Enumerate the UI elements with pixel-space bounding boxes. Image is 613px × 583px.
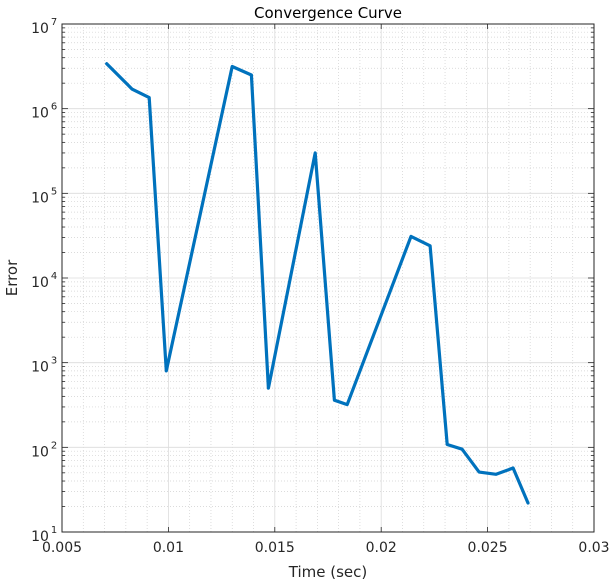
y-tick-label-exponent: 6 (51, 102, 57, 113)
y-tick-label-exponent: 3 (51, 356, 57, 367)
x-tick-label: 0.01 (153, 540, 184, 556)
series-line (105, 62, 530, 505)
y-tick-label-base: 10 (31, 21, 49, 37)
y-tick-label-base: 10 (31, 360, 49, 376)
y-tick-label-base: 10 (31, 275, 49, 291)
y-axis-label: Error (3, 259, 21, 296)
y-tick-label-exponent: 5 (51, 186, 57, 197)
y-tick-label: 10 1 (31, 525, 57, 545)
series-layer (105, 62, 530, 505)
y-tick-label-exponent: 2 (51, 440, 57, 451)
y-tick-label-base: 10 (31, 444, 49, 460)
x-tick-label: 0.02 (366, 540, 397, 556)
x-tick-label: 0.005 (42, 540, 82, 556)
y-tick-label-base: 10 (31, 190, 49, 206)
y-tick-label-exponent: 7 (51, 17, 57, 28)
chart-title: Convergence Curve (254, 4, 402, 22)
x-tick-label: 0.03 (578, 540, 609, 556)
y-tick-label: 10 7 (31, 17, 57, 37)
x-tick-label: 0.025 (468, 540, 508, 556)
y-tick-label-exponent: 4 (51, 271, 57, 282)
y-tick-label: 10 2 (31, 440, 57, 460)
y-tick-label-base: 10 (31, 106, 49, 122)
y-tick-label: 10 6 (31, 102, 57, 122)
x-tick-label: 0.015 (255, 540, 295, 556)
y-tick-label: 10 4 (31, 271, 57, 291)
y-tick-label-exponent: 1 (51, 525, 57, 536)
y-tick-label: 10 3 (31, 356, 57, 376)
y-tick-label-base: 10 (31, 529, 49, 545)
x-axis-label: Time (sec) (288, 563, 367, 581)
axis-ticks (61, 23, 595, 533)
x-tick-labels: 0.005 0.01 0.015 0.02 0.025 0.03 (42, 540, 610, 556)
y-tick-label: 10 5 (31, 186, 57, 206)
